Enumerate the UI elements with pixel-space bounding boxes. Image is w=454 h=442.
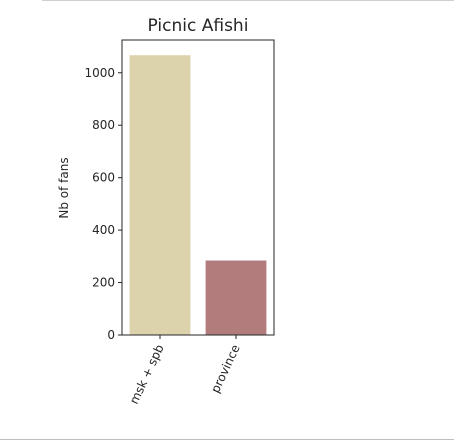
y-tick-label: 400	[92, 223, 115, 237]
bar-msk-spb	[129, 55, 191, 335]
cell-bottom-border	[0, 439, 454, 440]
y-axis-label: Nb of fans	[57, 157, 71, 218]
y-tick-label: 600	[92, 171, 115, 185]
y-tick-label: 1000	[84, 66, 115, 80]
x-tick-label: province	[208, 342, 243, 395]
bar-province	[205, 260, 267, 335]
chart-title: Picnic Afishi	[148, 16, 249, 36]
plot-frame	[121, 39, 275, 336]
cell-top-border	[42, 0, 454, 1]
x-tick-label: msk + spb	[127, 342, 167, 406]
y-tick-label: 800	[92, 118, 115, 132]
y-tick-label: 0	[107, 328, 115, 342]
y-tick-label: 200	[92, 276, 115, 290]
